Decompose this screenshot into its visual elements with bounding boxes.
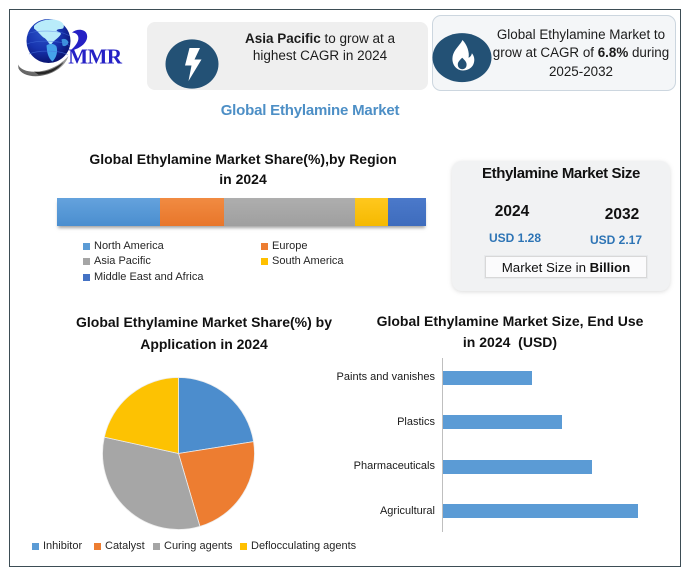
svg-text:MMR: MMR <box>68 45 123 69</box>
